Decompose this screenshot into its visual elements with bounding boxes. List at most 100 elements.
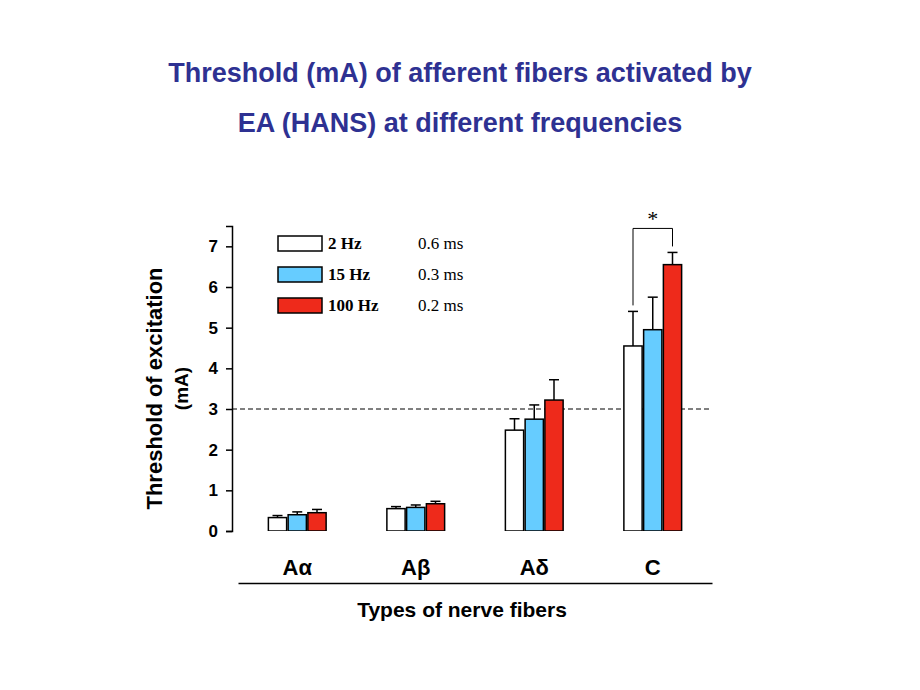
legend-pulse-width: 0.2 ms xyxy=(418,296,463,315)
y-tick: 4 xyxy=(209,359,232,378)
bar xyxy=(663,265,681,531)
error-bar-cap xyxy=(648,296,658,298)
significance-bracket xyxy=(633,228,673,305)
bar xyxy=(288,515,306,531)
x-tick-label: Aδ xyxy=(520,555,549,580)
legend: 2 Hz 0.6 ms 15 Hz 0.3 ms 100 Hz 0.2 ms xyxy=(278,234,463,315)
x-tick: Aδ xyxy=(520,555,549,583)
bar xyxy=(387,509,405,531)
y-tick: 2 xyxy=(209,441,232,460)
error-bar xyxy=(628,311,638,346)
legend-swatch xyxy=(278,267,322,282)
y-tick-label: 2 xyxy=(209,441,218,460)
error-bar-cap xyxy=(431,501,441,503)
y-tick-label: 1 xyxy=(209,481,218,500)
bars xyxy=(268,252,681,531)
y-tick-mark xyxy=(226,531,232,533)
legend-label: 100 Hz xyxy=(328,296,379,315)
error-bar-cap xyxy=(529,404,539,406)
error-bar xyxy=(431,501,441,503)
y-tick-mark xyxy=(226,246,232,248)
y-axis: 0 1 2 3 4 5 6 7 xyxy=(209,227,233,541)
error-bar-cap xyxy=(312,509,322,511)
y-label-group: Threshold of excitation(mA) xyxy=(142,267,192,509)
y-tick: 7 xyxy=(209,237,232,256)
bar xyxy=(505,430,523,531)
x-axis-line xyxy=(239,583,713,585)
y-tick-label: 7 xyxy=(209,237,218,256)
error-bar xyxy=(391,507,401,509)
y-tick-label: 4 xyxy=(209,359,219,378)
error-bar xyxy=(529,405,539,419)
bar xyxy=(407,507,425,531)
x-tick: Aβ xyxy=(401,555,430,583)
error-bar-cap xyxy=(273,515,283,517)
legend-label: 2 Hz xyxy=(328,234,362,253)
title: EA (HANS) at different frequencies xyxy=(238,108,683,138)
y-axis-line xyxy=(226,227,233,532)
error-bar-stem xyxy=(652,297,654,330)
error-bar xyxy=(312,509,322,512)
bar xyxy=(624,346,642,531)
legend-swatch xyxy=(278,236,322,251)
error-bar xyxy=(292,512,302,515)
error-bar-stem xyxy=(632,311,634,346)
x-tick-label: Aα xyxy=(283,555,313,580)
y-tick: 3 xyxy=(209,400,232,419)
bar xyxy=(545,400,563,531)
x-tick-label: C xyxy=(645,555,661,580)
legend-label: 15 Hz xyxy=(328,265,370,284)
x-label: Types of nerve fibers xyxy=(357,598,567,621)
y-tick-mark xyxy=(226,409,232,411)
x-tick: Aα xyxy=(283,555,313,583)
error-bar-cap xyxy=(411,504,421,506)
error-bar-stem xyxy=(534,405,536,419)
error-bar-cap xyxy=(391,506,401,508)
x-tick-label: Aβ xyxy=(401,555,430,580)
error-bar xyxy=(648,297,658,330)
y-tick-mark xyxy=(226,490,232,492)
legend-pulse-width: 0.3 ms xyxy=(418,265,463,284)
y-tick-label: 3 xyxy=(209,400,218,419)
y-label: Threshold of excitation xyxy=(142,267,167,509)
error-bar-cap xyxy=(628,311,638,313)
x-tick: C xyxy=(645,555,661,583)
legend-swatch xyxy=(278,298,322,313)
error-bar-stem xyxy=(672,252,674,264)
y-tick-mark xyxy=(226,368,232,370)
y-tick-mark xyxy=(226,327,232,329)
y-tick-mark xyxy=(226,449,232,451)
title: Threshold (mA) of afferent fibers activa… xyxy=(168,58,752,88)
legend-pulse-width: 0.6 ms xyxy=(418,234,463,253)
bar xyxy=(426,504,444,531)
bar xyxy=(308,513,326,531)
bar xyxy=(644,330,662,531)
error-bar xyxy=(510,419,520,430)
error-bar-stem xyxy=(553,380,555,400)
error-bar-cap xyxy=(668,252,678,254)
chart: Threshold (mA) of afferent fibers activa… xyxy=(0,0,920,690)
y-tick: 1 xyxy=(209,481,232,500)
y-tick-label: 6 xyxy=(209,278,218,297)
y-tick: 0 xyxy=(209,522,232,541)
significance-label: * xyxy=(647,206,658,231)
y-tick-mark xyxy=(226,287,232,289)
y-tick-label: 0 xyxy=(209,522,218,541)
y-tick: 5 xyxy=(209,319,232,338)
bar xyxy=(525,419,543,531)
error-bar xyxy=(668,252,678,264)
error-bar xyxy=(411,505,421,507)
error-bar xyxy=(549,380,559,400)
error-bar-cap xyxy=(292,511,302,513)
error-bar-cap xyxy=(510,418,520,420)
y-tick: 6 xyxy=(209,278,232,297)
x-axis: Aα Aβ Aδ C xyxy=(239,555,713,584)
significance: * xyxy=(633,206,673,305)
y-label: (mA) xyxy=(171,367,192,410)
error-bar-cap xyxy=(549,379,559,381)
bar xyxy=(268,518,286,531)
error-bar-stem xyxy=(514,419,516,430)
y-tick-label: 5 xyxy=(209,319,218,338)
title-group: Threshold (mA) of afferent fibers activa… xyxy=(168,58,752,138)
error-bar xyxy=(273,516,283,518)
